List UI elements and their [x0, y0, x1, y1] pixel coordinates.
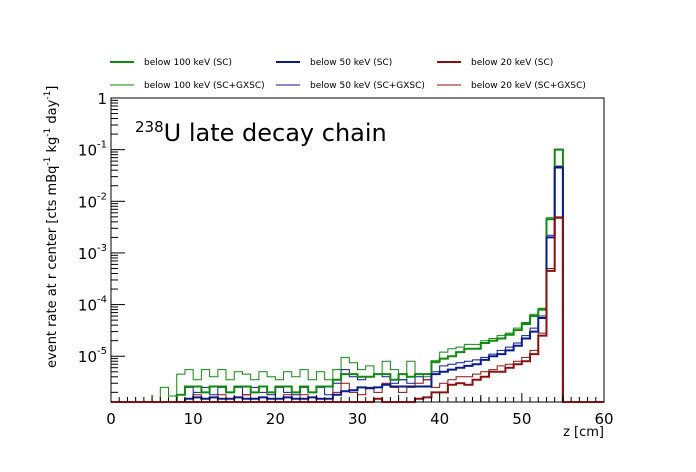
- x-axis-title: z [cm]: [563, 425, 604, 440]
- series-layer: [111, 148, 604, 403]
- legend-label: below 100 keV (SC): [144, 58, 232, 68]
- chart-title-main: U late decay chain: [164, 119, 387, 147]
- y-axis-title: event rate at r center [cts mBq-1 kg-1 d…: [43, 86, 60, 368]
- legend-label: below 20 keV (SC+GXSC): [471, 81, 586, 91]
- y-tick-label: 10-5: [78, 346, 107, 366]
- y-tick-label: 10-1: [78, 140, 107, 160]
- series-line-1: [111, 148, 604, 403]
- x-tick-label: 40: [430, 410, 449, 428]
- x-tick-label: 30: [348, 410, 367, 428]
- y-tick-label: 10-2: [78, 191, 107, 211]
- legend-label: below 50 keV (SC+GXSC): [310, 81, 425, 91]
- x-tick-label: 20: [266, 410, 285, 428]
- series-line-2: [111, 166, 604, 403]
- x-tick-label: 50: [512, 410, 531, 428]
- y-tick-label: 1: [97, 90, 107, 108]
- y-tick-label: 10-4: [78, 295, 107, 315]
- legend-label: below 100 keV (SC+GXSC): [144, 81, 265, 91]
- legend-label: below 50 keV (SC): [310, 58, 392, 68]
- chart-title: 238U late decay chain: [135, 118, 387, 147]
- legend-label: below 20 keV (SC): [471, 58, 553, 68]
- x-axis: 0 10 20 30 40 50 60: [106, 393, 614, 428]
- series-line-4: [111, 148, 604, 403]
- chart-title-superscript: 238: [135, 118, 164, 136]
- x-tick-label: 60: [594, 410, 613, 428]
- x-tick-label: 10: [184, 410, 203, 428]
- x-tick-label: 0: [106, 410, 116, 428]
- y-tick-label: 10-3: [78, 243, 107, 263]
- y-axis: 1 10-1 10-2 10-3 10-4 10-5: [78, 90, 125, 393]
- legend: below 100 keV (SC) below 50 keV (SC) below…: [110, 58, 586, 91]
